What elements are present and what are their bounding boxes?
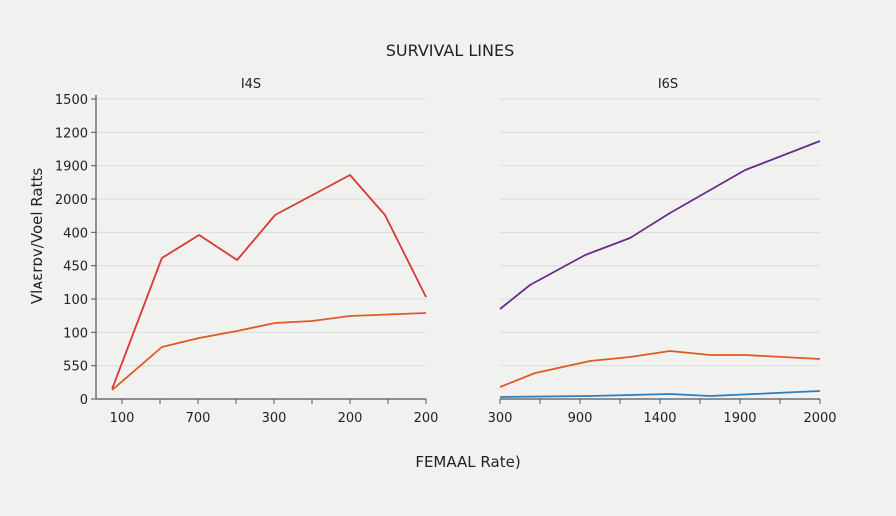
- x-axis-label: FEMAAL Rate): [415, 453, 520, 471]
- x-tick-label: 1400: [643, 411, 676, 426]
- y-tick-label: 550: [63, 360, 88, 375]
- panel-subtitle: I6S: [658, 77, 678, 92]
- panel-subtitle: I4S: [241, 77, 261, 92]
- y-tick-label: 2000: [55, 193, 88, 208]
- panel-2: I6S 300 900 1400 1900 2000: [488, 77, 837, 426]
- x-tick-label: 300: [262, 411, 287, 426]
- x-tick-label: 300: [488, 411, 513, 426]
- y-tick-label: 0: [80, 393, 88, 408]
- y-tick-label: 1200: [55, 126, 88, 141]
- x-tick-label: 700: [186, 411, 211, 426]
- x-tick-label: 1900: [723, 411, 756, 426]
- x-tick-label: 200: [338, 411, 363, 426]
- y-tick-label: 100: [63, 326, 88, 341]
- series-line-1: [499, 140, 821, 310]
- series-line-3: [499, 390, 821, 398]
- y-tick-label: 400: [63, 226, 88, 241]
- series-line-1: [111, 174, 427, 390]
- y-tick-label: 1900: [55, 160, 88, 175]
- panel-1: I4S 0 550 100 100 450 400 2000 1900 1200 1500 100 70…: [55, 77, 439, 426]
- y-tick-label: 100: [63, 293, 88, 308]
- x-tick-label: 900: [568, 411, 593, 426]
- series-line-2: [499, 350, 821, 388]
- x-tick-label: 2000: [803, 411, 836, 426]
- series-line-2: [111, 312, 427, 391]
- x-tick-label: 100: [110, 411, 135, 426]
- y-axis-label: Vlᴀɛrɒv/Voel Ratts: [28, 168, 46, 305]
- x-tick-label: 200: [414, 411, 439, 426]
- y-tick-label: 450: [63, 260, 88, 275]
- chart-title: SURVIVAL LINES: [386, 41, 515, 60]
- y-tick-label: 1500: [55, 93, 88, 108]
